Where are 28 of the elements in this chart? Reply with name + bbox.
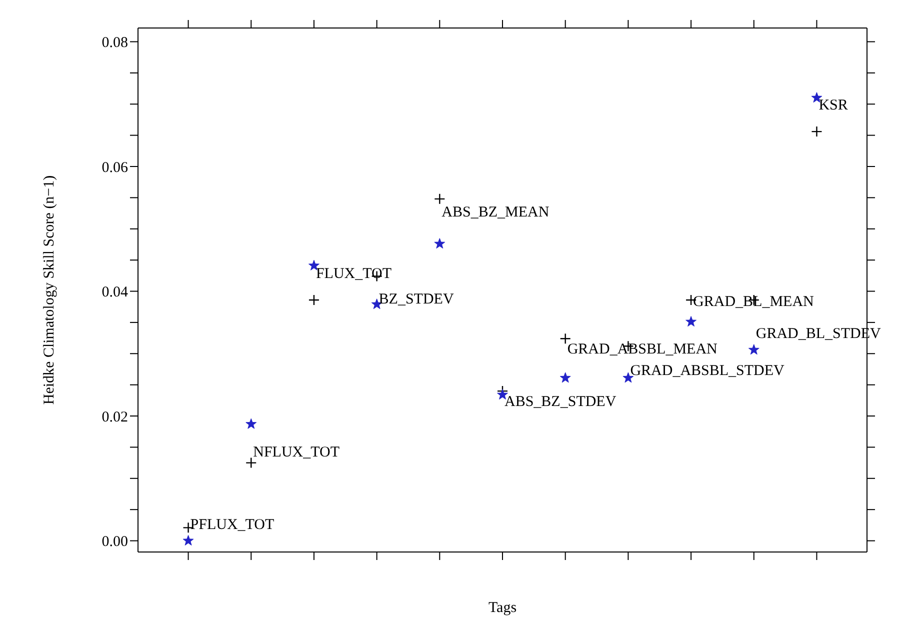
point <box>246 418 257 429</box>
annotation: GRAD_BL_MEAN <box>693 294 814 310</box>
annotation: FLUX_TOT <box>316 266 392 282</box>
point <box>246 457 257 468</box>
annotation: BZ_STDEV <box>378 291 454 308</box>
y-tick-label: 0.08 <box>102 35 128 52</box>
point <box>308 294 320 306</box>
point <box>560 333 571 344</box>
point <box>434 238 446 249</box>
annotation: ABS_BZ_MEAN <box>442 204 550 220</box>
annotation: PFLUX_TOT <box>190 517 274 534</box>
point <box>560 372 571 383</box>
point <box>182 535 194 546</box>
point <box>748 344 760 355</box>
annotation: ABS_BZ_STDEV <box>504 394 616 410</box>
x-axis-title: Tags <box>488 600 517 616</box>
annotation: GRAD_ABSBL_MEAN <box>567 341 718 358</box>
annotation: NFLUX_TOT <box>253 444 340 460</box>
annotation: KSR <box>818 98 848 114</box>
point <box>686 316 697 327</box>
y-tick-label: 0.02 <box>102 409 128 426</box>
y-axis-title: Heidke Climatology Skill Score (n−1) <box>41 175 58 405</box>
point <box>811 126 822 138</box>
y-tick-label: 0.06 <box>102 160 128 176</box>
point <box>434 193 446 205</box>
annotation: GRAD_ABSBL_STDEV <box>630 363 785 380</box>
y-tick-label: 0.00 <box>102 534 128 550</box>
y-tick-label: 0.04 <box>102 284 128 301</box>
